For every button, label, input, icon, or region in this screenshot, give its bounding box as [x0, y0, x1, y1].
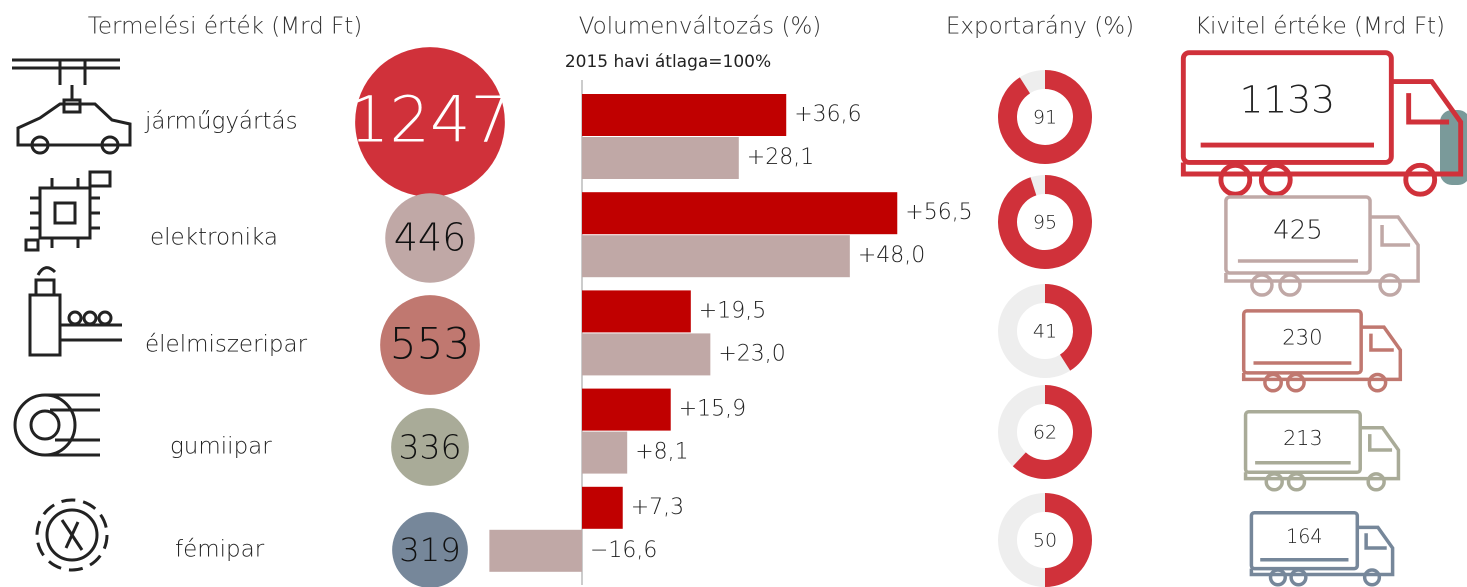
export-share-label: 95	[1033, 212, 1057, 234]
production-header: Termelési érték (Mrd Ft)	[88, 14, 363, 40]
truck-box	[1241, 309, 1363, 375]
production-label: 336	[398, 428, 461, 467]
production-label: 1247	[349, 84, 511, 158]
volume-label: −16,6	[590, 538, 657, 563]
icon-vehicle	[12, 58, 132, 155]
truck-wheel	[1258, 162, 1293, 197]
truck-wheel	[1378, 273, 1402, 297]
industry-name: fémipar	[175, 537, 265, 563]
export-value-header: Kivitel értéke (Mrd Ft)	[1195, 14, 1445, 40]
export-share-arc	[1044, 493, 1092, 587]
truck-box	[1180, 50, 1394, 165]
industry-name: élelmiszeripar	[145, 332, 308, 358]
volume-label: +8,1	[635, 440, 688, 465]
volume-label: +19,5	[699, 298, 766, 323]
export-share-arc	[1012, 385, 1092, 479]
export-value-truck	[1241, 309, 1403, 393]
icon-tire	[13, 393, 100, 457]
truck-wheel	[1366, 472, 1386, 492]
export-value-truck	[1249, 510, 1395, 587]
production-circle	[355, 47, 505, 197]
production-label: 319	[399, 531, 460, 569]
truck-box	[1224, 195, 1372, 275]
truck-wheel	[1218, 162, 1253, 197]
volume-bar	[582, 388, 671, 431]
truck-cab	[1180, 79, 1464, 177]
volume-label: +48,0	[858, 243, 925, 268]
production-circle	[385, 193, 475, 283]
truck-cab	[1224, 215, 1420, 283]
export-share-label: 50	[1033, 530, 1057, 552]
truck-cab	[1249, 525, 1395, 577]
truck-wheel	[1289, 568, 1308, 587]
truck-wheel	[1278, 273, 1302, 297]
export-value-truck	[1243, 410, 1401, 492]
export-value-label: 230	[1282, 325, 1322, 350]
export-share-label: 91	[1033, 107, 1057, 129]
volume-header: Volumenváltozás (%)	[579, 14, 822, 40]
truck-wheel	[1264, 472, 1284, 492]
export-share-arc	[998, 175, 1092, 269]
export-value-truck	[1180, 50, 1464, 197]
volume-bar	[582, 235, 850, 278]
industry-name: elektronika	[150, 225, 278, 251]
volume-label: +56,5	[905, 200, 972, 225]
volume-label: +28,1	[747, 145, 814, 170]
volume-bar	[582, 192, 898, 235]
truck-wheel	[1362, 568, 1382, 587]
export-share-arc	[1044, 284, 1092, 371]
truck-wheel	[1263, 372, 1283, 393]
export-share-arc	[998, 70, 1092, 164]
industry-name: járműgyártás	[144, 109, 298, 135]
icon-food	[28, 266, 122, 357]
volume-bar	[582, 333, 711, 376]
production-circle	[392, 512, 468, 587]
production-label: 446	[394, 216, 467, 260]
volume-note: 2015 havi átlaga=100%	[565, 52, 771, 72]
production-circle	[391, 408, 469, 486]
export-share-header: Exportarány (%)	[946, 14, 1134, 40]
export-value-truck	[1224, 195, 1420, 297]
volume-label: +23,0	[718, 341, 785, 366]
export-share-label: 41	[1033, 321, 1057, 343]
volume-label: +15,9	[679, 397, 746, 422]
industry-name: gumiipar	[170, 434, 272, 460]
truck-box	[1243, 410, 1362, 475]
truck-cab	[1241, 325, 1403, 382]
truck-wheel	[1268, 568, 1287, 587]
export-share-label: 62	[1033, 422, 1057, 444]
export-value-label: 1133	[1240, 77, 1336, 121]
truck-wheel	[1367, 372, 1388, 393]
truck-wheel	[1403, 162, 1438, 197]
export-value-label: 213	[1283, 426, 1323, 450]
volume-bar	[582, 290, 691, 333]
export-value-label: 164	[1286, 525, 1322, 548]
truck-wheel	[1286, 472, 1307, 492]
volume-label: +36,6	[794, 102, 861, 127]
icon-electronics	[24, 170, 112, 252]
truck-box	[1249, 510, 1360, 571]
truck-wheel	[1285, 372, 1306, 393]
export-value-label: 425	[1273, 215, 1323, 245]
volume-bar	[582, 94, 787, 136]
volume-bar	[582, 431, 628, 474]
volume-bar	[582, 137, 739, 179]
volume-bar	[582, 486, 623, 529]
volume-label: +7,3	[631, 495, 684, 520]
icon-gear	[35, 498, 109, 572]
production-circle	[380, 295, 480, 395]
truck-cab	[1243, 425, 1401, 481]
volume-bar	[489, 529, 582, 572]
production-label: 553	[390, 320, 471, 369]
truck-wheel	[1250, 273, 1274, 297]
